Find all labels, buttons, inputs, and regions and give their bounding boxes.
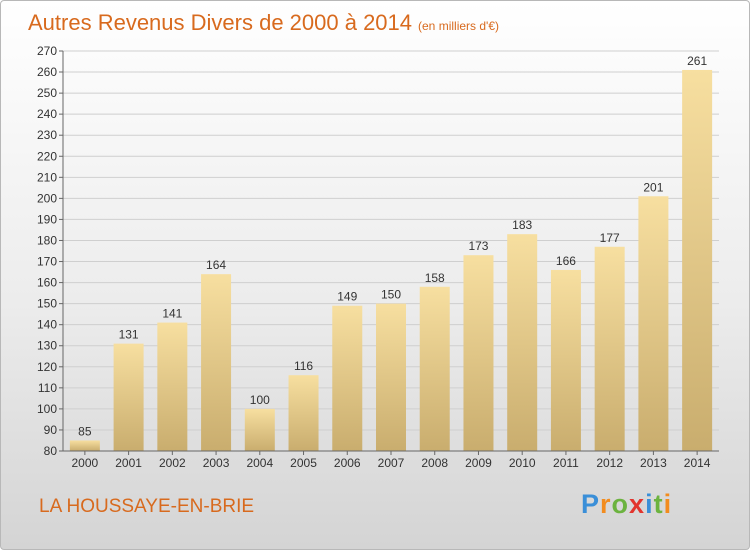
data-label-2002: 141 <box>162 307 182 321</box>
bar-2004 <box>244 408 275 451</box>
y-tick-label: 140 <box>37 318 57 332</box>
x-tick-label-2005: 2005 <box>290 456 317 470</box>
data-label-2008: 158 <box>425 271 445 285</box>
logo-letter: o <box>611 489 630 519</box>
x-tick-label-2013: 2013 <box>640 456 667 470</box>
axis-layer: 8090100110120130140150160170180190200210… <box>37 44 719 470</box>
bar-layer: 85 131 141 164 100 116 149 150 158 173 183 166 177 20… <box>69 54 713 452</box>
data-label-2014: 261 <box>687 54 707 68</box>
chart-subtitle: (en milliers d'€) <box>418 19 499 33</box>
data-label-2004: 100 <box>250 393 270 407</box>
y-tick-label: 100 <box>37 402 57 416</box>
y-tick-label: 190 <box>37 212 57 226</box>
x-tick-label-2006: 2006 <box>334 456 361 470</box>
x-tick-label-2004: 2004 <box>246 456 273 470</box>
bar-2006 <box>332 305 363 451</box>
y-tick-label: 180 <box>37 233 57 247</box>
y-tick-label: 150 <box>37 297 57 311</box>
bar-2012 <box>594 246 625 451</box>
data-label-2000: 85 <box>78 424 92 438</box>
y-tick-label: 250 <box>37 86 57 100</box>
chart-title: Autres Revenus Divers de 2000 à 2014 <box>28 10 413 35</box>
proxiti-logo[interactable]: Proxiti <box>581 489 672 520</box>
logo-letter: r <box>600 489 612 519</box>
data-label-2005: 116 <box>294 359 313 373</box>
y-tick-label: 260 <box>37 65 57 79</box>
bar-2002 <box>157 322 188 451</box>
bar-2001 <box>113 343 144 451</box>
data-label-2010: 183 <box>512 218 532 232</box>
logo-letter: t <box>653 489 664 519</box>
y-tick-label: 210 <box>37 170 57 184</box>
logo-letter: x <box>629 489 646 519</box>
y-tick-label: 200 <box>37 191 57 205</box>
data-label-2013: 201 <box>643 180 663 194</box>
x-tick-label-2002: 2002 <box>159 456 186 470</box>
x-tick-label-2010: 2010 <box>509 456 536 470</box>
y-tick-label: 270 <box>37 44 57 58</box>
bar-2013 <box>638 196 669 451</box>
x-tick-label-2009: 2009 <box>465 456 492 470</box>
y-tick-label: 170 <box>37 255 57 269</box>
bar-2008 <box>419 286 450 451</box>
x-tick-label-2011: 2011 <box>553 456 579 470</box>
data-label-2012: 177 <box>600 231 620 245</box>
y-tick-label: 130 <box>37 339 57 353</box>
y-tick-label: 90 <box>44 423 58 437</box>
x-tick-label-2014: 2014 <box>684 456 711 470</box>
y-tick-label: 230 <box>37 128 57 142</box>
commune-name: LA HOUSSAYE-EN-BRIE <box>39 496 255 517</box>
data-label-2006: 149 <box>337 290 357 304</box>
data-label-2009: 173 <box>468 239 488 253</box>
logo-letter: i <box>663 489 673 519</box>
bar-2011 <box>550 269 581 451</box>
bar-2014 <box>682 69 713 452</box>
y-tick-label: 160 <box>37 276 57 290</box>
x-tick-label-2008: 2008 <box>421 456 448 470</box>
bar-2003 <box>201 274 232 451</box>
x-tick-label-2001: 2001 <box>115 456 142 470</box>
data-label-2003: 164 <box>206 258 226 272</box>
bar-2010 <box>507 234 538 451</box>
x-tick-label-2000: 2000 <box>72 456 99 470</box>
data-label-2007: 150 <box>381 288 401 302</box>
logo-letter: i <box>645 489 654 519</box>
bar-2009 <box>463 255 494 451</box>
y-tick-label: 220 <box>37 149 57 163</box>
title-row: Autres Revenus Divers de 2000 à 2014 (en … <box>28 10 499 36</box>
x-tick-label-2007: 2007 <box>378 456 405 470</box>
data-label-2001: 131 <box>119 328 139 342</box>
y-tick-label: 80 <box>44 444 58 458</box>
y-tick-label: 240 <box>37 107 57 121</box>
logo-letter: P <box>581 489 601 519</box>
y-tick-label: 120 <box>37 360 57 374</box>
data-label-2011: 166 <box>556 254 576 268</box>
bar-2000 <box>69 440 100 451</box>
y-tick-label: 110 <box>38 381 57 395</box>
x-tick-label-2003: 2003 <box>203 456 230 470</box>
x-tick-label-2012: 2012 <box>596 456 623 470</box>
bar-2005 <box>288 375 319 451</box>
bar-2007 <box>376 303 406 451</box>
